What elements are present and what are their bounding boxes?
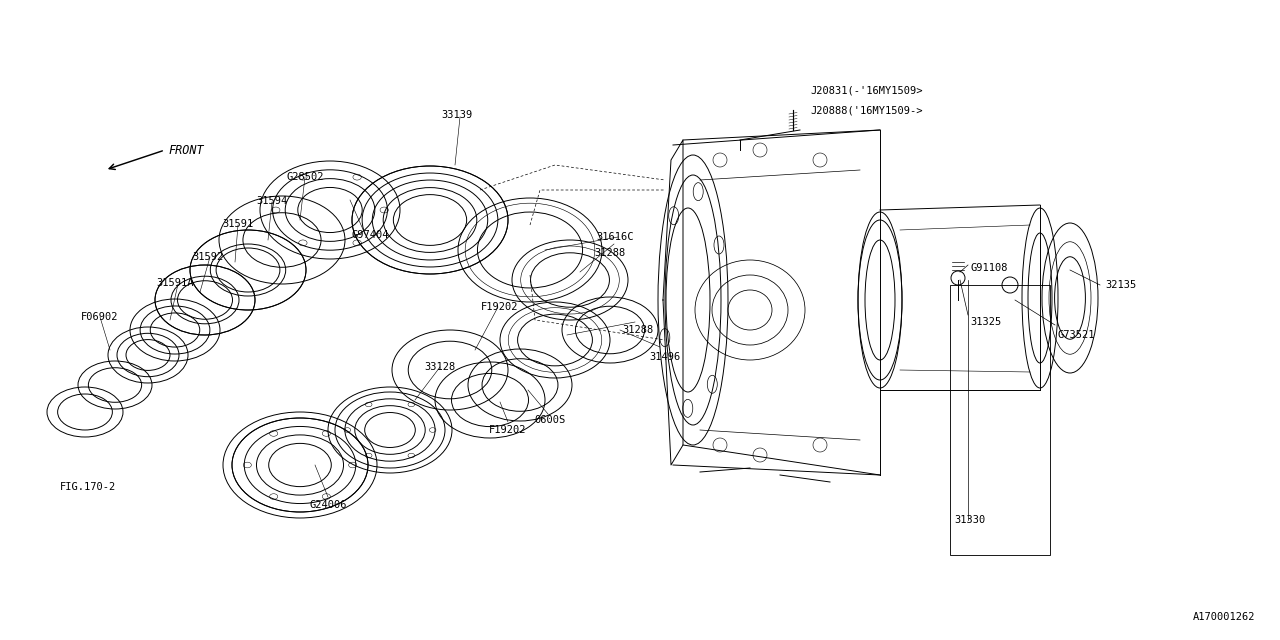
Text: F19202: F19202	[481, 302, 518, 312]
Text: F06902: F06902	[81, 312, 119, 322]
Text: G24006: G24006	[310, 500, 347, 510]
Text: 31288: 31288	[594, 248, 626, 258]
Text: 31591: 31591	[223, 219, 253, 229]
Text: A170001262: A170001262	[1193, 612, 1254, 622]
Text: 31325: 31325	[970, 317, 1001, 327]
Text: G28502: G28502	[287, 172, 324, 182]
Text: F19202: F19202	[489, 425, 527, 435]
Text: J20888('16MY1509->: J20888('16MY1509->	[810, 105, 923, 115]
Text: 31592: 31592	[192, 252, 224, 262]
Text: J20831(-'16MY1509>: J20831(-'16MY1509>	[810, 85, 923, 95]
Text: 32135: 32135	[1105, 280, 1137, 290]
Text: G97404: G97404	[351, 230, 389, 240]
Text: 0600S: 0600S	[534, 415, 566, 425]
Text: 31288: 31288	[622, 325, 654, 335]
Text: G91108: G91108	[970, 263, 1007, 273]
Text: 31591A: 31591A	[156, 278, 193, 288]
Text: 33139: 33139	[442, 110, 472, 120]
Bar	[950, 285, 1050, 555]
Text: 31594: 31594	[256, 196, 288, 206]
Text: 33128: 33128	[425, 362, 456, 372]
Text: G73521: G73521	[1059, 330, 1096, 340]
Text: FIG.170-2: FIG.170-2	[60, 482, 116, 492]
Text: FRONT: FRONT	[168, 143, 204, 157]
Text: 31496: 31496	[649, 352, 681, 362]
Text: 31330: 31330	[955, 515, 986, 525]
Text: 31616C: 31616C	[596, 232, 634, 242]
